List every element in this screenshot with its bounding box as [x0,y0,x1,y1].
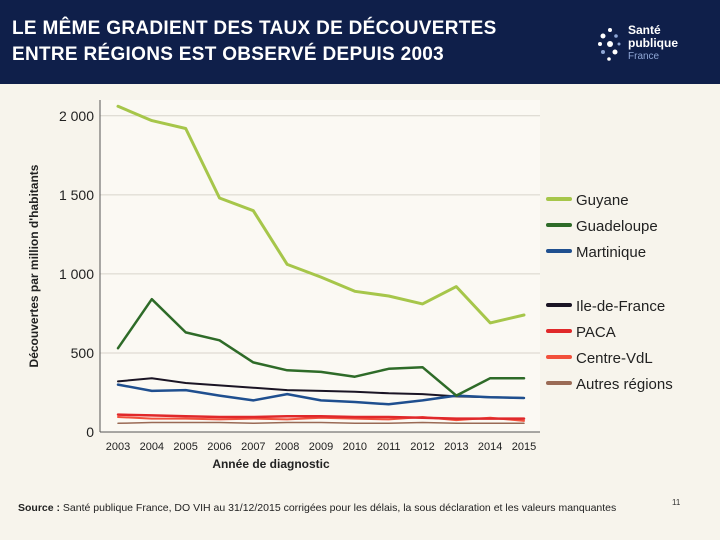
series-line-paca [116,413,526,420]
sante-publique-logo: Santé publique France [596,22,686,68]
legend-label: Guadeloupe [576,218,658,235]
slide-title-line-2: ENTRE RÉGIONS EST OBSERVÉ DEPUIS 2003 [12,44,445,65]
logo-line-1: Santé [628,23,661,37]
x-tick-label: 2015 [512,441,536,453]
series-line-centre-vdl [117,416,525,422]
x-tick-label: 2013 [444,441,468,453]
y-tick-label: 500 [71,345,95,361]
source-note: Source : Santé publique France, DO VIH a… [18,502,616,514]
legend-label: Autres régions [576,376,673,393]
line-chart: 0 500 1 000 1 500 2 000 2003 2004 2005 2006 2007 2… [27,100,673,471]
source-label: Source : [18,502,61,514]
legend-label: Martinique [576,244,646,261]
legend-label: Ile-de-France [576,298,665,315]
slide-title-line-1: LE MÊME GRADIENT DES TAUX DE DÉCOUVERTES [12,18,497,39]
y-tick-label: 1 500 [59,187,94,203]
y-tick-label: 0 [86,424,94,440]
x-tick-label: 2003 [106,441,130,453]
x-tick-label: 2012 [410,441,434,453]
logo-text: Santé publique France [628,24,678,63]
y-tick-label: 2 000 [59,108,94,124]
x-tick-label: 2014 [478,441,502,453]
series-line-guadeloupe [116,297,526,397]
x-tick-label: 2005 [173,441,197,453]
logo-line-3: France [628,51,660,62]
page-number: 11 [672,498,681,507]
legend-label: Centre-VdL [576,350,653,367]
x-tick-label: 2004 [140,441,164,453]
logo-line-2: publique [628,36,678,50]
x-tick-label: 2011 [377,441,401,453]
x-tick-label: 2007 [241,441,265,453]
x-tick-label: 2009 [309,441,333,453]
plot-area [100,100,540,432]
x-axis-label: Année de diagnostic [212,457,330,471]
x-tick-label: 2008 [275,441,299,453]
x-tick-label: 2010 [343,441,367,453]
series-line-autres-r-gions [117,421,525,425]
x-tick-label: 2006 [207,441,231,453]
y-axis-label: Découvertes par million d'habitants [27,164,41,367]
series-line-guyane [116,104,526,325]
logo-dots-icon [598,28,621,61]
source-text: Santé publique France, DO VIH au 31/12/2… [60,502,617,514]
y-tick-label: 1 000 [59,266,94,282]
slide-header: LE MÊME GRADIENT DES TAUX DE DÉCOUVERTES… [0,0,720,84]
legend-label: PACA [576,324,616,341]
legend-label: Guyane [576,192,629,209]
